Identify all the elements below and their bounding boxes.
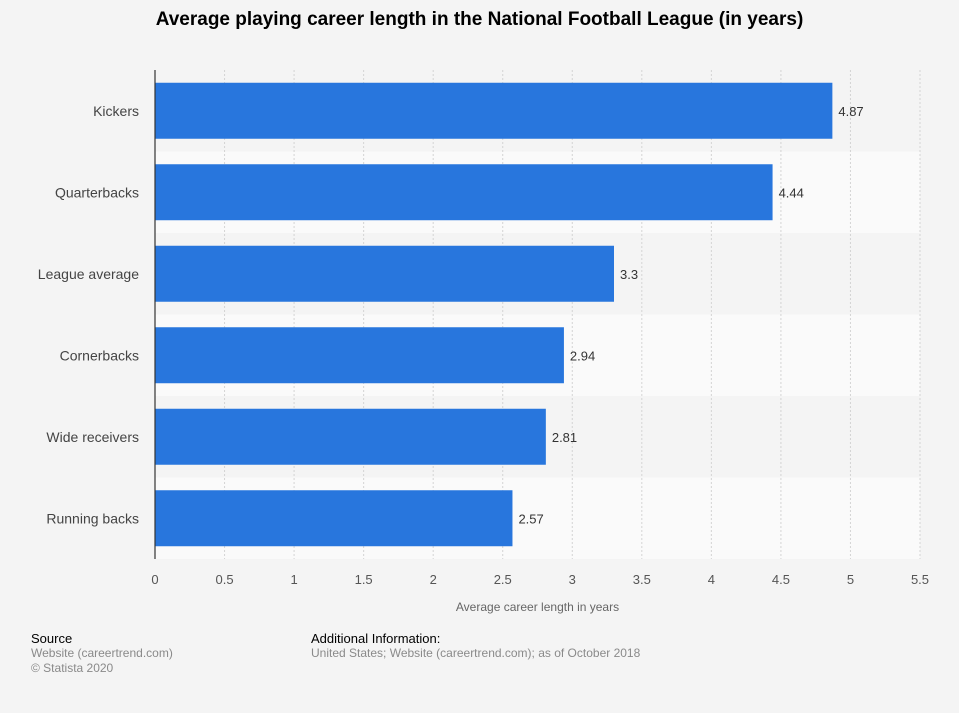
bar[interactable] <box>155 490 513 547</box>
category-label: League average <box>38 266 139 282</box>
value-label: 2.94 <box>570 348 595 363</box>
category-label: Cornerbacks <box>60 347 139 363</box>
category-label: Kickers <box>93 103 139 119</box>
x-tick-label: 5.5 <box>911 572 929 587</box>
x-tick-label: 3 <box>569 572 576 587</box>
value-label: 2.81 <box>552 430 577 445</box>
gridlines <box>224 70 921 559</box>
source-line-1[interactable]: Website (careertrend.com) <box>31 646 173 660</box>
x-tick-label: 0.5 <box>216 572 234 587</box>
x-axis-title: Average career length in years <box>456 600 619 614</box>
chart-title: Average playing career length in the Nat… <box>155 9 804 30</box>
source-block: Source Website (careertrend.com) © Stati… <box>31 631 173 676</box>
source-line-2: © Statista 2020 <box>31 661 114 675</box>
additional-info-heading: Additional Information: <box>311 631 441 646</box>
bar[interactable] <box>155 408 546 465</box>
value-label: 4.44 <box>779 185 804 200</box>
value-label: 3.3 <box>620 267 638 282</box>
value-label: 2.57 <box>518 511 543 526</box>
x-tick-label: 2.5 <box>494 572 512 587</box>
additional-info-line: United States; Website (careertrend.com)… <box>311 646 641 660</box>
category-label: Running backs <box>46 510 139 526</box>
x-tick-label: 5 <box>847 572 854 587</box>
x-tick-labels: 0 0.5 1 1.5 2 2.5 3 3.5 4 4.5 5 5.5 <box>151 572 929 587</box>
x-tick-label: 0 <box>151 572 158 587</box>
bar[interactable] <box>155 164 773 221</box>
x-tick-label: 2 <box>430 572 437 587</box>
bar-chart: 4.87 4.44 3.3 2.94 2.81 2.57 Kickers Quarterba… <box>38 70 929 614</box>
bar[interactable] <box>155 327 564 384</box>
row-bands <box>155 70 920 559</box>
category-label: Quarterbacks <box>55 184 139 200</box>
category-labels: Kickers Quarterbacks League average Cornerb… <box>38 103 139 527</box>
x-tick-label: 3.5 <box>633 572 651 587</box>
x-tick-label: 4 <box>708 572 715 587</box>
additional-info-block: Additional Information: United States; W… <box>311 631 640 661</box>
value-label: 4.87 <box>838 104 863 119</box>
bars <box>155 82 833 547</box>
x-tick-label: 1 <box>290 572 297 587</box>
bar[interactable] <box>155 245 614 302</box>
category-label: Wide receivers <box>46 429 139 445</box>
bar[interactable] <box>155 82 833 139</box>
source-heading: Source <box>31 631 73 646</box>
value-labels: 4.87 4.44 3.3 2.94 2.81 2.57 <box>518 104 863 527</box>
x-tick-label: 4.5 <box>772 572 790 587</box>
x-tick-label: 1.5 <box>355 572 373 587</box>
